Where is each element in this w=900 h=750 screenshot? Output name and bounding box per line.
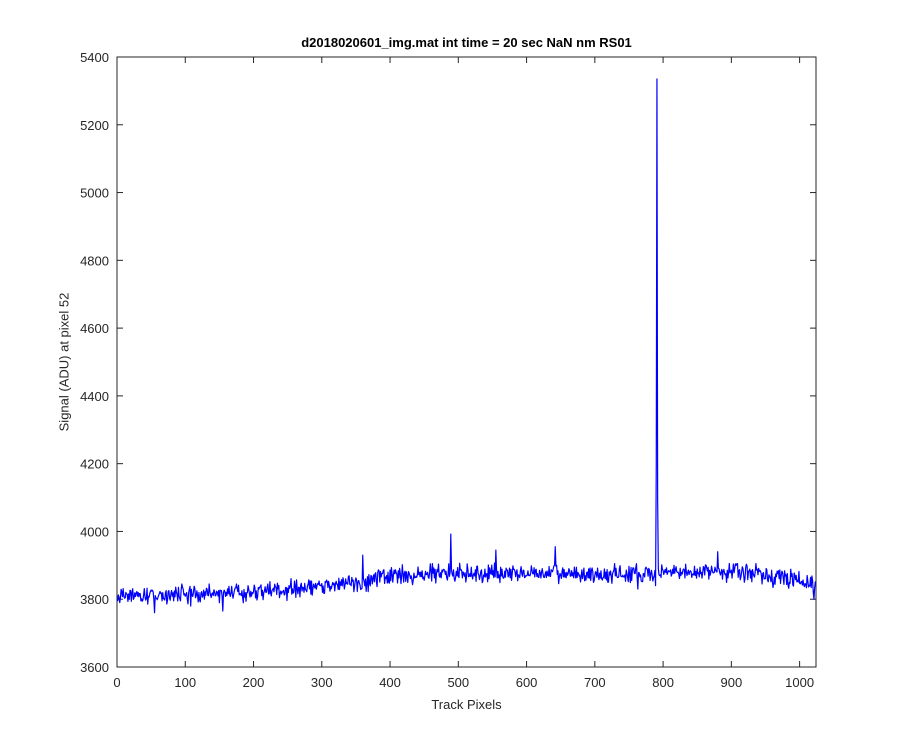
y-tick-label: 4400 bbox=[80, 389, 109, 404]
y-tick-label: 4800 bbox=[80, 253, 109, 268]
y-axis-label: Signal (ADU) at pixel 52 bbox=[56, 292, 72, 432]
x-tick-label: 1000 bbox=[785, 675, 814, 690]
y-tick-label: 4000 bbox=[80, 524, 109, 539]
y-tick-label: 5000 bbox=[80, 186, 109, 201]
y-tick-label: 4200 bbox=[80, 457, 109, 472]
x-tick-label: 200 bbox=[243, 675, 265, 690]
x-tick-label: 400 bbox=[379, 675, 401, 690]
x-tick-label: 100 bbox=[174, 675, 196, 690]
x-tick-label: 800 bbox=[652, 675, 674, 690]
x-tick-label: 900 bbox=[721, 675, 743, 690]
y-tick-label: 3600 bbox=[80, 660, 109, 675]
x-tick-label: 300 bbox=[311, 675, 333, 690]
x-tick-label: 700 bbox=[584, 675, 606, 690]
x-tick-label: 600 bbox=[516, 675, 538, 690]
x-tick-label: 0 bbox=[113, 675, 120, 690]
x-tick-label: 500 bbox=[447, 675, 469, 690]
chart-title: d2018020601_img.mat int time = 20 sec Na… bbox=[301, 35, 632, 50]
y-tick-label: 5400 bbox=[80, 50, 109, 65]
y-tick-label: 5200 bbox=[80, 118, 109, 133]
y-tick-label: 3800 bbox=[80, 592, 109, 607]
axes-box bbox=[116, 56, 817, 668]
signal-series-line bbox=[117, 78, 817, 614]
x-axis-label: Track Pixels bbox=[431, 697, 502, 712]
y-tick-label: 4600 bbox=[80, 321, 109, 336]
